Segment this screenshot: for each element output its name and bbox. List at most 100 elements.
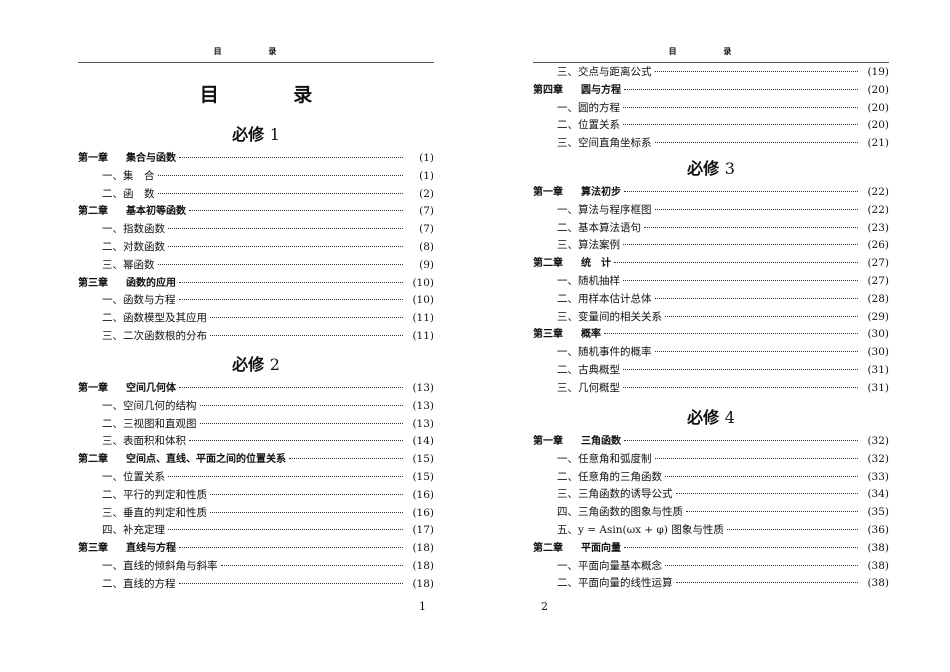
toc-subsection-entry[interactable]: 一、随机抽样 (27) (533, 273, 889, 291)
toc-subsection-entry[interactable]: 三、算法案例 (26) (533, 237, 889, 255)
toc-subsection-entry[interactable]: 三、垂直的判定和性质 (16) (78, 505, 434, 523)
toc-subsection-entry[interactable]: 二、对数函数 (8) (78, 239, 434, 257)
page-number: 2 (541, 600, 548, 613)
toc-subsection-entry[interactable]: 二、用样本估计总体 (28) (533, 291, 889, 309)
toc-subsection-entry[interactable]: 三、几何概型 (31) (533, 380, 889, 398)
entry-label: 二、直线的方程 (102, 576, 176, 594)
entry-title: 一、算法与程序框图 (557, 203, 652, 216)
running-header: 目 录 (213, 46, 299, 56)
entry-page: (15) (412, 470, 434, 483)
entry-title: 二、平行的判定和性质 (102, 488, 207, 501)
toc-subsection-entry[interactable]: 一、指数函数 (7) (78, 221, 434, 239)
toc-subsection-entry[interactable]: 一、圆的方程 (20) (533, 100, 889, 118)
toc-subsection-entry[interactable]: 二、直线的方程 (18) (78, 576, 434, 594)
toc-subsection-entry[interactable]: 一、位置关系 (15) (78, 469, 434, 487)
entry-label: 第三章 概率 (533, 326, 601, 344)
dot-leader (726, 528, 858, 530)
toc-chapter-entry[interactable]: 第四章 圆与方程 (20) (533, 82, 889, 100)
entry-title: 一、随机事件的概率 (557, 346, 652, 359)
toc-subsection-entry[interactable]: 三、幂函数 (9) (78, 257, 434, 275)
toc-subsection-entry[interactable]: 二、函 数 (2) (78, 186, 434, 204)
toc-subsection-entry[interactable]: 三、表面积和体积 (14) (78, 433, 434, 451)
entry-title: 统 计 (581, 258, 611, 270)
dot-leader (189, 440, 403, 442)
toc-subsection-entry[interactable]: 三、空间直角坐标系 (21) (533, 135, 889, 153)
toc-chapter-entry[interactable]: 第三章 函数的应用 (10) (78, 275, 434, 293)
entry-page: (7) (419, 205, 434, 218)
dot-leader (623, 368, 858, 370)
entry-label: 第二章 平面向量 (533, 540, 621, 558)
entry-title: 三、空间直角坐标系 (557, 137, 652, 150)
toc-subsection-entry[interactable]: 一、随机事件的概率 (30) (533, 344, 889, 362)
toc-subsection-entry[interactable]: 二、函数模型及其应用 (11) (78, 310, 434, 328)
section-heading: 必修 4 (533, 407, 889, 433)
entry-page: (30) (867, 346, 889, 359)
entry-page: (2) (419, 187, 434, 200)
dot-leader (210, 493, 403, 495)
toc-section: 必修 4 第一章 三角函数 (32) 一、任意角和弧度制 (32) 二、任意角的三角函数 (3… (533, 407, 889, 593)
toc-subsection-entry[interactable]: 三、三角函数的诱导公式 (34) (533, 486, 889, 504)
toc-subsection-entry[interactable]: 五、y = Asin(ωx + φ) 图象与性质 (36) (533, 522, 889, 540)
entry-label: 四、三角函数的图象与性质 (557, 504, 683, 522)
entry-page: (38) (867, 541, 889, 554)
toc-chapter-entry[interactable]: 第二章 平面向量 (38) (533, 540, 889, 558)
entry-label: 二、对数函数 (102, 239, 165, 257)
dot-leader (624, 440, 858, 441)
chapter-number: 第三章 (78, 277, 108, 289)
toc-chapter-entry[interactable]: 第三章 直线与方程 (18) (78, 540, 434, 558)
page-right: 目 录 三、交点与距离公式 (19) 第四章 圆与方程 (20) 一、圆的方程 (20) 二、… (533, 0, 889, 672)
entry-label: 第三章 直线与方程 (78, 540, 176, 558)
entry-page: (20) (867, 119, 889, 132)
entry-title: 基本初等函数 (126, 206, 186, 218)
dot-leader (654, 297, 858, 299)
toc-subsection-entry[interactable]: 一、集 合 (1) (78, 168, 434, 186)
entry-label: 一、圆的方程 (557, 100, 620, 118)
entry-title: 二、三视图和直观图 (102, 417, 197, 430)
dot-leader (179, 157, 403, 158)
toc-subsection-entry[interactable]: 二、任意角的三角函数 (33) (533, 469, 889, 487)
toc-subsection-entry[interactable]: 三、交点与距离公式 (19) (533, 64, 889, 82)
toc-subsection-entry[interactable]: 一、直线的倾斜角与斜率 (18) (78, 558, 434, 576)
toc-subsection-entry[interactable]: 二、古典概型 (31) (533, 362, 889, 380)
entry-label: 一、任意角和弧度制 (557, 451, 652, 469)
entry-title: 一、圆的方程 (557, 101, 620, 114)
toc-chapter-entry[interactable]: 第二章 基本初等函数 (7) (78, 203, 434, 221)
toc-subsection-entry[interactable]: 一、平面向量基本概念 (38) (533, 558, 889, 576)
chapter-number: 第四章 (533, 84, 563, 96)
dot-leader (624, 88, 858, 90)
toc-chapter-entry[interactable]: 第一章 集合与函数 (1) (78, 150, 434, 168)
chapter-number: 第三章 (78, 543, 108, 555)
dot-leader (623, 386, 858, 388)
entry-title: 圆与方程 (581, 84, 621, 96)
toc-subsection-entry[interactable]: 二、平行的判定和性质 (16) (78, 487, 434, 505)
dot-leader (686, 511, 858, 513)
toc-chapter-entry[interactable]: 第三章 概率 (30) (533, 326, 889, 344)
entry-page: (32) (867, 452, 889, 465)
toc-chapter-entry[interactable]: 第一章 算法初步 (22) (533, 184, 889, 202)
chapter-number: 第一章 (533, 436, 563, 447)
toc-subsection-entry[interactable]: 二、位置关系 (20) (533, 117, 889, 135)
toc-subsection-entry[interactable]: 一、空间几何的结构 (13) (78, 398, 434, 416)
toc-subsection-entry[interactable]: 四、补充定理 (17) (78, 522, 434, 540)
toc-chapter-entry[interactable]: 第一章 空间几何体 (13) (78, 380, 434, 398)
entry-page: (15) (412, 453, 434, 466)
entry-page: (7) (419, 223, 434, 236)
toc-chapter-entry[interactable]: 第二章 空间点、直线、平面之间的位置关系 (15) (78, 451, 434, 469)
toc-subsection-entry[interactable]: 二、平面向量的线性运算 (38) (533, 575, 889, 593)
entry-page: (20) (867, 83, 889, 96)
entry-page: (16) (412, 488, 434, 501)
entry-page: (35) (867, 506, 889, 519)
toc-chapter-entry[interactable]: 第二章 统 计 (27) (533, 255, 889, 273)
toc-subsection-entry[interactable]: 三、二次函数根的分布 (11) (78, 328, 434, 346)
page-number: 1 (419, 600, 426, 613)
toc-subsection-entry[interactable]: 一、任意角和弧度制 (32) (533, 451, 889, 469)
toc-chapter-entry[interactable]: 第一章 三角函数 (32) (533, 433, 889, 451)
toc-subsection-entry[interactable]: 四、三角函数的图象与性质 (35) (533, 504, 889, 522)
entry-title: 一、任意角和弧度制 (557, 452, 652, 465)
toc-subsection-entry[interactable]: 一、算法与程序框图 (22) (533, 202, 889, 220)
toc-subsection-entry[interactable]: 二、基本算法语句 (23) (533, 220, 889, 238)
entry-label: 一、空间几何的结构 (102, 398, 197, 416)
toc-subsection-entry[interactable]: 一、函数与方程 (10) (78, 292, 434, 310)
toc-subsection-entry[interactable]: 三、变量间的相关关系 (29) (533, 309, 889, 327)
toc-subsection-entry[interactable]: 二、三视图和直观图 (13) (78, 416, 434, 434)
